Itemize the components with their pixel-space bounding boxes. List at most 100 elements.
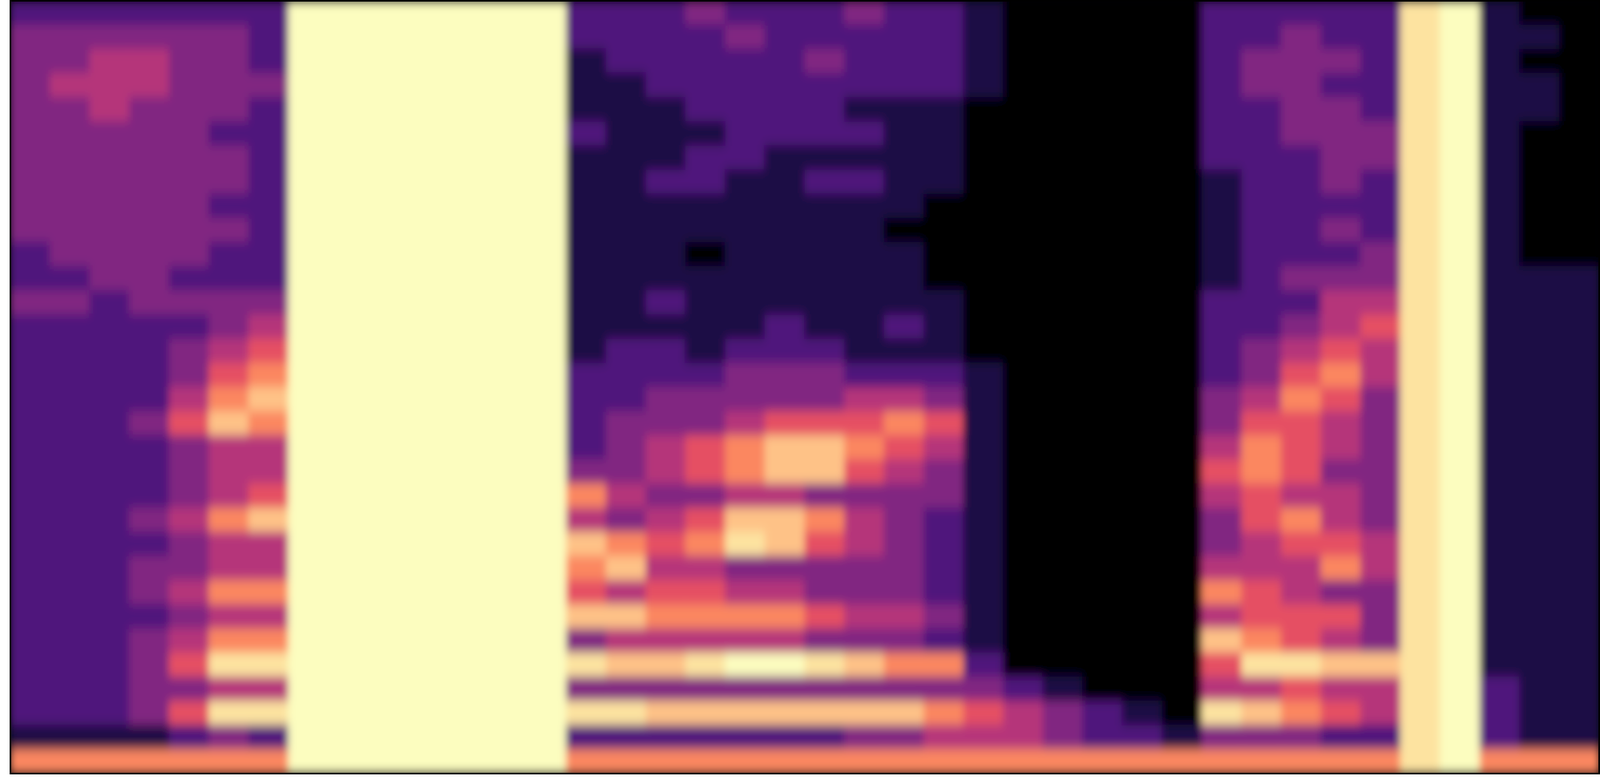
cell — [486, 531, 528, 557]
cell — [1559, 290, 1600, 316]
cell — [1479, 96, 1521, 122]
cell — [447, 242, 489, 267]
cell — [884, 193, 926, 219]
cell — [1042, 435, 1084, 461]
cell — [1042, 362, 1084, 388]
cell — [1519, 459, 1560, 485]
cell — [1321, 507, 1362, 533]
cell — [1122, 145, 1164, 170]
cell — [248, 48, 290, 74]
cell — [764, 338, 806, 364]
cell — [1280, 314, 1322, 340]
cell — [724, 362, 766, 388]
cell — [486, 338, 528, 364]
cell — [963, 169, 1005, 194]
cell — [89, 531, 131, 557]
cell — [1360, 700, 1402, 726]
cell — [248, 580, 290, 606]
cell — [49, 507, 91, 533]
cell — [10, 459, 51, 485]
cell — [565, 193, 607, 219]
cell — [526, 580, 568, 606]
cell — [169, 628, 211, 654]
cell — [49, 483, 91, 509]
cell — [1400, 338, 1442, 364]
cell — [1201, 169, 1243, 194]
cell — [645, 72, 687, 98]
cell — [1479, 193, 1521, 219]
cell — [526, 555, 568, 581]
cell — [606, 48, 647, 74]
cell — [327, 145, 369, 170]
cell — [89, 169, 131, 194]
cell — [1082, 242, 1124, 267]
cell — [1201, 121, 1243, 146]
cell — [645, 242, 687, 267]
cell — [1241, 48, 1283, 74]
cell — [1201, 72, 1243, 98]
cell — [1559, 218, 1600, 243]
cell — [1479, 314, 1521, 340]
cell — [1161, 266, 1203, 291]
cell — [1360, 531, 1402, 557]
cell — [1002, 145, 1044, 170]
cell — [169, 169, 211, 194]
cell — [1321, 290, 1362, 316]
cell — [1201, 435, 1243, 461]
cell — [645, 169, 687, 194]
cell — [724, 507, 766, 533]
cell — [1082, 748, 1124, 774]
cell — [565, 266, 607, 291]
cell — [884, 72, 926, 98]
cell — [1519, 362, 1560, 388]
cell — [565, 169, 607, 194]
cell — [804, 483, 846, 509]
cell — [1321, 555, 1362, 581]
cell — [1321, 242, 1362, 267]
cell — [49, 748, 91, 774]
cell — [844, 145, 885, 170]
cell — [129, 507, 170, 533]
cell — [1082, 676, 1124, 702]
cell — [1241, 604, 1283, 630]
cell — [1439, 48, 1481, 74]
cell — [49, 0, 91, 26]
cell — [1241, 580, 1283, 606]
cell — [645, 48, 687, 74]
cell — [287, 362, 329, 388]
cell — [1519, 242, 1560, 267]
cell — [1559, 531, 1600, 557]
cell — [407, 193, 449, 219]
cell — [248, 652, 290, 678]
cell — [1042, 48, 1084, 74]
cell — [1042, 145, 1084, 170]
cell — [764, 435, 806, 461]
cell — [1241, 242, 1283, 267]
cell — [1559, 748, 1600, 774]
cell — [447, 290, 489, 316]
cell — [1559, 145, 1600, 170]
cell — [248, 531, 290, 557]
cell — [804, 242, 846, 267]
cell — [645, 193, 687, 219]
cell — [1321, 411, 1362, 437]
cell — [1042, 218, 1084, 243]
cell — [1241, 193, 1283, 219]
cell — [287, 338, 329, 364]
cell — [1082, 483, 1124, 509]
cell — [1161, 193, 1203, 219]
cell — [923, 724, 965, 750]
cell — [129, 0, 170, 26]
cell — [923, 169, 965, 194]
cell — [606, 266, 647, 291]
cell — [764, 362, 806, 388]
cell — [1002, 242, 1044, 267]
cell — [1280, 580, 1322, 606]
cell — [606, 338, 647, 364]
cell — [1280, 459, 1322, 485]
cell — [1122, 483, 1164, 509]
cell — [367, 121, 409, 146]
cell — [1002, 314, 1044, 340]
cell — [1122, 96, 1164, 122]
cell — [49, 48, 91, 74]
